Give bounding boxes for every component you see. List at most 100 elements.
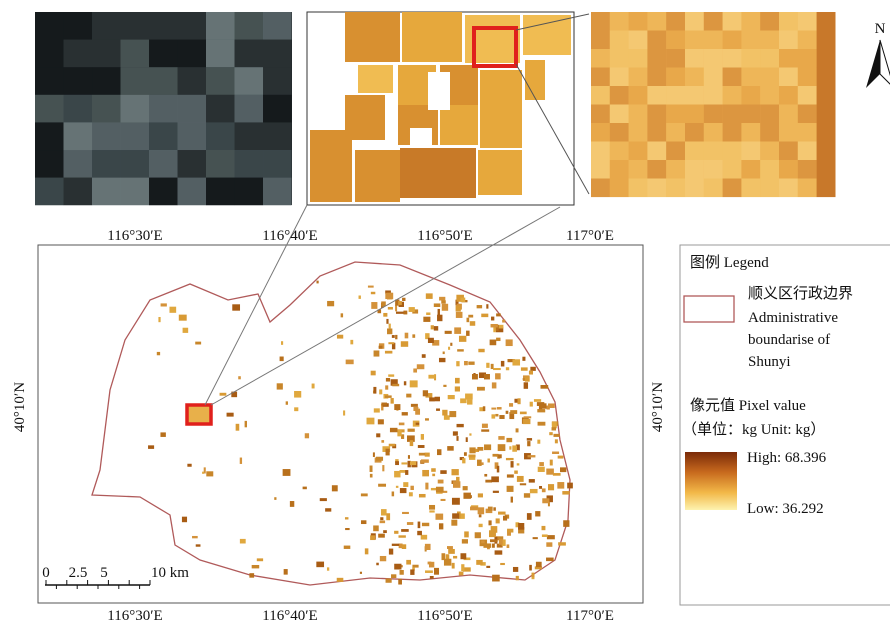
crop-patch [415, 409, 420, 415]
satellite-block [64, 178, 93, 206]
crop-patch [447, 546, 453, 549]
crop-patch [395, 461, 399, 465]
crop-patch [418, 445, 425, 448]
satellite-block [149, 178, 178, 206]
pixel-cell [629, 123, 648, 142]
satellite-block [149, 122, 178, 150]
crop-patch [469, 433, 471, 435]
pixel-cell [798, 12, 817, 31]
crop-patch [378, 534, 385, 538]
crop-patch [227, 413, 234, 417]
satellite-block [35, 122, 64, 150]
crop-patch [453, 431, 458, 435]
crop-patch [524, 416, 532, 418]
crop-patch [491, 317, 494, 321]
crop-patch [406, 560, 411, 565]
satellite-block [178, 95, 207, 123]
crop-patch [432, 474, 435, 477]
pixel-cell [779, 68, 798, 87]
crop-patch [558, 542, 566, 545]
crop-patch [245, 421, 247, 427]
crop-patch [365, 548, 369, 554]
crop-patch [421, 434, 424, 440]
pixel-cell [647, 31, 666, 50]
pixel-cell [647, 105, 666, 124]
satellite-block [64, 122, 93, 150]
crop-patch [404, 381, 406, 385]
crop-patch [490, 539, 498, 542]
pixel-cell [798, 86, 817, 105]
crop-patch [498, 454, 502, 458]
crop-patch [370, 474, 373, 478]
pixel-cell [685, 160, 704, 179]
crop-patch [464, 452, 467, 456]
crop-patch [399, 470, 405, 473]
crop-patch [470, 321, 475, 326]
crop-patch [457, 424, 464, 427]
crop-patch [452, 498, 460, 505]
crop-patch [408, 429, 415, 432]
longitude-label: 117°0′E [566, 608, 614, 624]
crop-patch [460, 553, 466, 559]
crop-patch [478, 493, 483, 497]
satellite-block [178, 40, 207, 68]
crop-patch [484, 474, 487, 477]
pixel-cell [760, 49, 779, 68]
field [440, 105, 478, 145]
pixel-cell [723, 86, 742, 105]
crop-patch [490, 340, 497, 346]
crop-patch [517, 476, 524, 482]
crop-patch [345, 528, 350, 530]
crop-patch [394, 564, 401, 570]
crop-patch [412, 334, 415, 337]
crop-patch [496, 338, 500, 341]
crop-patch [477, 305, 482, 308]
pixel-cell [647, 123, 666, 142]
crop-patch [343, 410, 345, 415]
crop-patch [252, 565, 260, 568]
crop-patch [344, 546, 351, 549]
pixel-cell [741, 31, 760, 50]
crop-patch [408, 455, 410, 459]
crop-patch [503, 516, 507, 521]
pixel-cell [779, 49, 798, 68]
pixel-cell [817, 12, 836, 31]
pixel-cell [685, 68, 704, 87]
pixel-cell [704, 142, 723, 161]
crop-patch [371, 292, 375, 294]
pixel-cell [591, 12, 610, 31]
pixel-cell [779, 31, 798, 50]
crop-patch [513, 567, 518, 572]
crop-patch [169, 307, 176, 313]
pixel-cell [817, 105, 836, 124]
crop-patch [436, 408, 440, 410]
crop-patch [400, 570, 404, 575]
satellite-block [149, 12, 178, 40]
satellite-block [235, 178, 264, 206]
crop-patch [502, 320, 505, 323]
crop-patch [391, 398, 394, 404]
field [478, 150, 522, 195]
crop-patch [403, 311, 407, 315]
crop-patch [403, 482, 408, 487]
crop-patch [370, 466, 373, 472]
crop-patch [195, 342, 201, 345]
satellite-block [121, 150, 150, 178]
crop-patch [497, 466, 499, 473]
satellite-block [92, 122, 121, 150]
pixel-cell [741, 160, 760, 179]
crop-patch [386, 578, 392, 582]
crop-patch [425, 570, 433, 573]
crop-patch [468, 315, 473, 318]
legend-pixel-title: 像元值 Pixel value [690, 397, 806, 414]
legend-boundary-label: Administrative [748, 310, 838, 326]
latitude-label: 40°10′N [650, 382, 666, 432]
crop-patch [506, 458, 514, 460]
crop-patch [522, 357, 525, 361]
pixel-cell [591, 142, 610, 161]
crop-patch [360, 572, 362, 574]
crop-patch [507, 529, 513, 533]
crop-patch [459, 572, 464, 576]
crop-patch [534, 399, 541, 402]
pixel-cell [666, 68, 685, 87]
